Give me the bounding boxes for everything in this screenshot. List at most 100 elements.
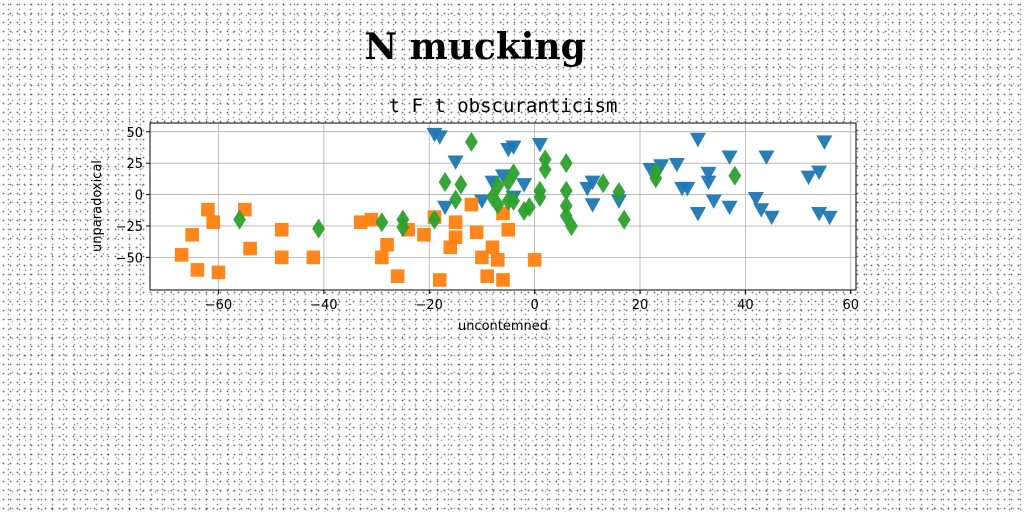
- x-tick-label: 40: [737, 298, 754, 313]
- data-point: [174, 248, 189, 262]
- y-tick-label: −50: [116, 251, 143, 266]
- data-point: [437, 200, 454, 216]
- data-point: [490, 253, 505, 267]
- data-point: [584, 198, 601, 213]
- data-point: [448, 230, 463, 245]
- data-point: [649, 161, 663, 182]
- data-point: [431, 130, 448, 145]
- data-point: [516, 178, 533, 193]
- data-point: [559, 153, 573, 174]
- data-point: [306, 250, 321, 265]
- data-point: [679, 181, 696, 197]
- data-point: [505, 140, 522, 155]
- data-point: [438, 172, 452, 193]
- x-tick-label: −20: [416, 298, 443, 313]
- data-point: [312, 218, 325, 239]
- data-point: [469, 225, 484, 240]
- data-point: [531, 137, 548, 153]
- data-point: [527, 253, 542, 267]
- data-point: [448, 215, 463, 229]
- data-point: [700, 175, 717, 191]
- data-point: [491, 194, 505, 215]
- data-point: [491, 175, 505, 196]
- data-point: [201, 202, 215, 217]
- data-point: [380, 237, 394, 252]
- y-tick-label: −25: [116, 220, 143, 235]
- data-point: [449, 189, 462, 210]
- data-point: [821, 210, 838, 226]
- y-tick-label: 25: [126, 157, 143, 172]
- data-point: [507, 190, 520, 211]
- data-point: [617, 209, 631, 230]
- x-axis-label: uncontemned: [458, 319, 548, 334]
- data-point: [375, 250, 389, 265]
- series-triangle-down: [426, 127, 838, 226]
- data-point: [396, 217, 410, 238]
- data-point: [206, 215, 221, 229]
- data-point: [559, 180, 573, 201]
- series-square: [174, 197, 542, 287]
- data-point: [501, 222, 516, 237]
- data-point: [584, 175, 601, 191]
- x-tick-label: −40: [310, 298, 337, 313]
- data-point: [668, 158, 685, 173]
- data-point: [507, 163, 520, 184]
- data-point: [447, 155, 464, 170]
- data-point: [689, 132, 706, 148]
- data-point: [417, 227, 431, 242]
- y-tick-label: 0: [135, 189, 143, 204]
- data-point: [700, 166, 717, 182]
- plot-frame: [149, 122, 857, 291]
- series-diamond: [233, 131, 742, 239]
- data-point: [464, 131, 478, 152]
- data-point: [464, 197, 479, 212]
- data-point: [495, 169, 511, 184]
- data-point: [375, 212, 389, 233]
- data-point: [747, 191, 764, 207]
- data-point: [364, 212, 379, 227]
- data-point: [728, 165, 742, 186]
- data-point: [816, 135, 833, 150]
- data-point: [753, 203, 770, 218]
- data-point: [721, 200, 738, 216]
- data-point: [243, 241, 257, 256]
- data-point: [428, 209, 441, 230]
- page-title: N mucking: [364, 26, 586, 68]
- y-axis-label: unparadoxical: [90, 160, 105, 252]
- data-point: [758, 150, 775, 165]
- data-point: [485, 240, 500, 255]
- data-point: [538, 159, 552, 180]
- chart-title: t F t obscuranticism: [389, 95, 618, 117]
- axis-ticks: −60 −40 −20 0 20 40 60 −50 −25 0 25 50: [116, 126, 859, 313]
- x-tick-label: 0: [530, 298, 538, 313]
- data-point: [233, 209, 246, 230]
- data-point: [705, 194, 722, 209]
- data-point: [211, 265, 226, 280]
- data-point: [763, 210, 780, 226]
- data-point: [274, 250, 289, 265]
- data-point: [559, 195, 573, 216]
- x-tick-label: −60: [205, 298, 232, 313]
- data-point: [565, 215, 578, 236]
- data-point: [454, 174, 468, 195]
- data-point: [480, 269, 494, 283]
- data-point: [538, 149, 552, 170]
- data-point: [533, 180, 547, 201]
- data-point: [811, 207, 828, 222]
- data-point: [612, 182, 626, 203]
- x-tick-label: 20: [632, 298, 649, 313]
- data-point: [596, 173, 610, 194]
- data-point: [721, 150, 738, 165]
- data-point: [190, 263, 205, 277]
- data-point: [432, 273, 447, 287]
- y-tick-label: 50: [126, 126, 143, 141]
- data-point: [522, 197, 536, 218]
- data-point: [274, 222, 289, 237]
- x-tick-label: 60: [842, 298, 859, 313]
- data-point: [353, 215, 368, 229]
- data-point: [390, 269, 405, 283]
- data-point: [475, 250, 489, 265]
- data-point: [496, 273, 510, 287]
- data-point: [185, 227, 199, 242]
